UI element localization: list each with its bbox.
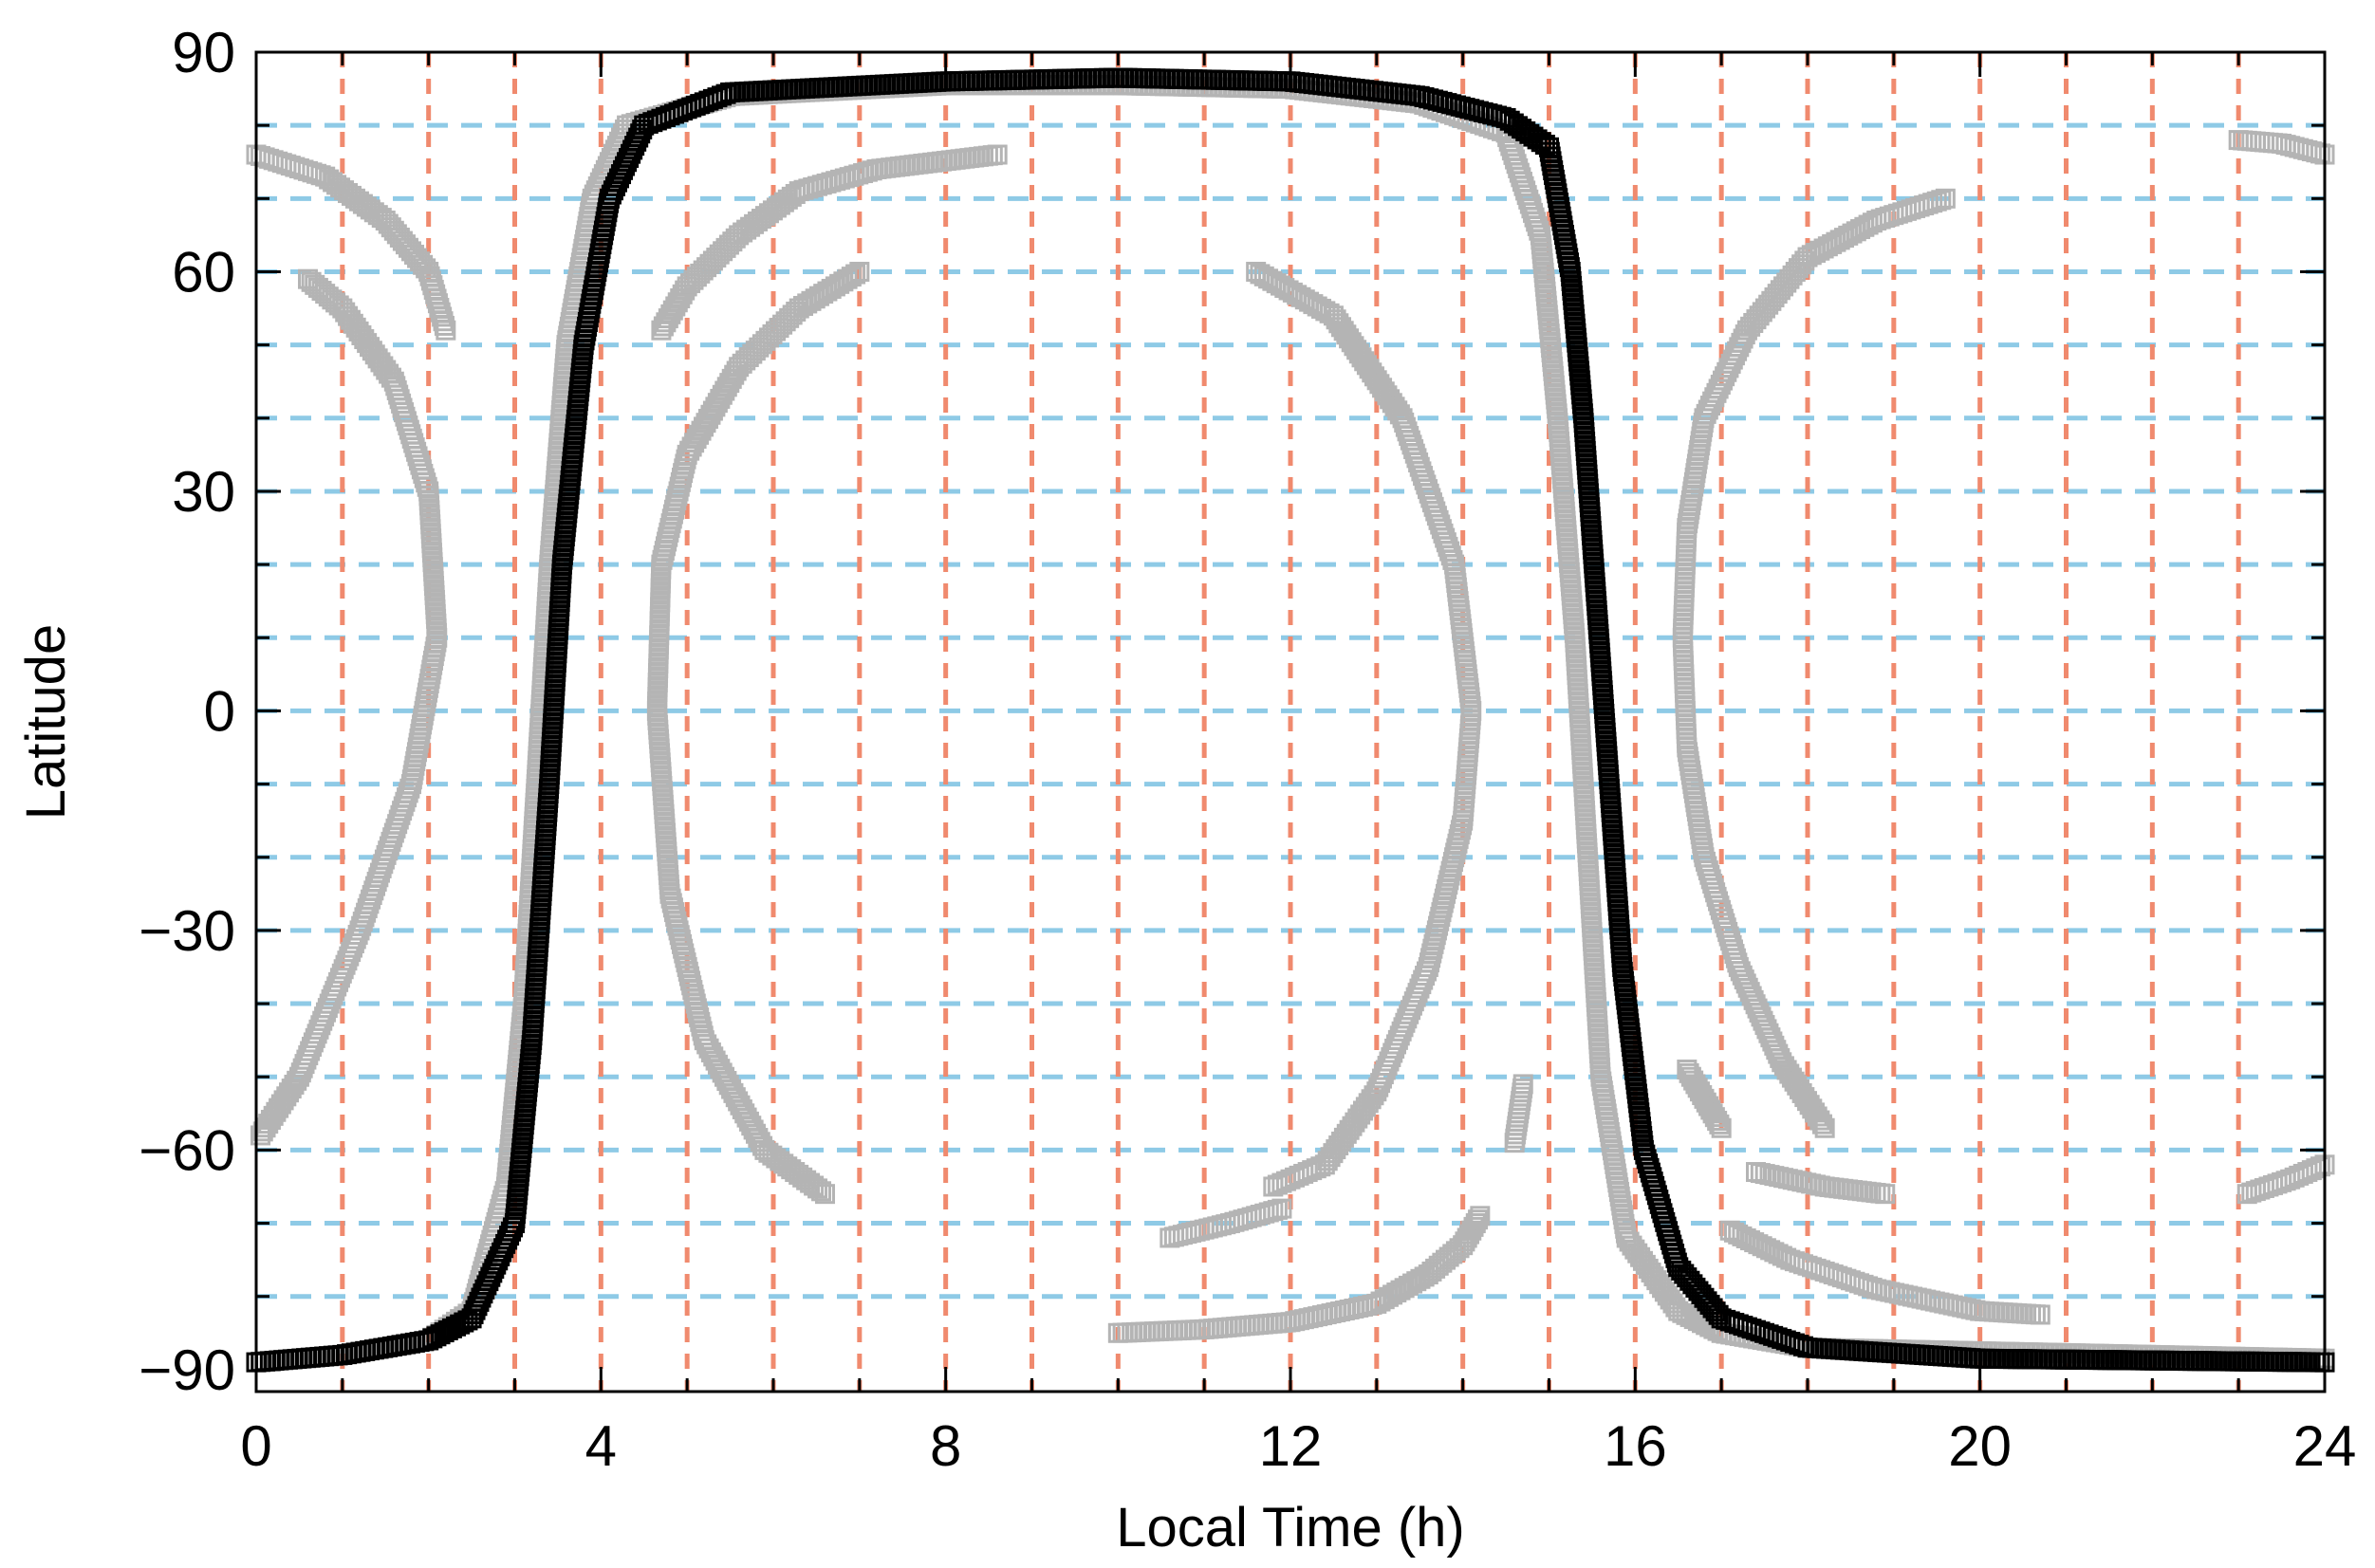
y-tick-label: −90 bbox=[139, 1338, 235, 1402]
series bbox=[1672, 188, 1956, 1138]
data-point bbox=[1271, 1198, 1292, 1219]
data-point bbox=[1512, 1074, 1533, 1095]
data-point bbox=[436, 320, 456, 341]
y-tick-label: 0 bbox=[204, 679, 235, 743]
data-point bbox=[987, 144, 1008, 165]
x-tick-label: 20 bbox=[1948, 1414, 2012, 1478]
series bbox=[1746, 1162, 1896, 1205]
y-tick-labels: 90 60 30 0 −30 −60 −90 bbox=[139, 21, 235, 1402]
series bbox=[250, 268, 448, 1146]
series bbox=[646, 261, 870, 1205]
data-point bbox=[1711, 1117, 1732, 1138]
series bbox=[651, 144, 1008, 341]
axis-ticks bbox=[254, 50, 2327, 1392]
data-point bbox=[305, 274, 325, 295]
x-axis-title: Local Time (h) bbox=[1116, 1497, 1464, 1559]
data-point bbox=[1468, 1209, 1489, 1230]
data-point bbox=[1811, 1114, 1832, 1134]
data-point bbox=[1267, 1174, 1288, 1195]
x-tick-label: 24 bbox=[2293, 1414, 2357, 1478]
y-tick-label: −60 bbox=[139, 1118, 235, 1182]
series bbox=[1107, 1206, 1491, 1343]
data-point bbox=[845, 264, 866, 285]
series bbox=[1677, 1060, 1732, 1138]
x-tick-label: 0 bbox=[240, 1414, 271, 1478]
x-tick-label: 4 bbox=[585, 1414, 617, 1478]
data-point bbox=[849, 261, 870, 282]
data-point bbox=[2030, 1304, 2050, 1325]
x-tick-label: 8 bbox=[930, 1414, 961, 1478]
series bbox=[246, 144, 456, 341]
series bbox=[246, 67, 2335, 1373]
data-point bbox=[301, 271, 322, 292]
series bbox=[2236, 1154, 2335, 1205]
series bbox=[1719, 1220, 2050, 1325]
series bbox=[1160, 1198, 1292, 1248]
series bbox=[1246, 261, 1482, 1197]
data-point bbox=[1470, 1206, 1491, 1227]
data-point bbox=[2310, 1156, 2330, 1177]
data-point bbox=[298, 268, 318, 289]
series bbox=[1504, 1074, 1533, 1153]
data-point bbox=[1814, 1117, 1835, 1138]
y-tick-label: 30 bbox=[172, 460, 235, 524]
y-tick-label: 60 bbox=[172, 240, 235, 304]
data-point bbox=[1875, 1184, 1896, 1205]
y-tick-label: −30 bbox=[139, 899, 235, 963]
data-point bbox=[1263, 1176, 1284, 1197]
y-tick-label: 90 bbox=[172, 21, 235, 84]
data-point bbox=[1709, 1114, 1730, 1134]
data-points bbox=[246, 67, 2335, 1373]
series bbox=[2228, 130, 2335, 165]
x-tick-label: 16 bbox=[1604, 1414, 1667, 1478]
x-tick-labels: 0 4 8 12 16 20 24 bbox=[240, 1414, 2356, 1478]
y-axis-title: Latitude bbox=[15, 624, 77, 820]
x-tick-label: 12 bbox=[1259, 1414, 1323, 1478]
